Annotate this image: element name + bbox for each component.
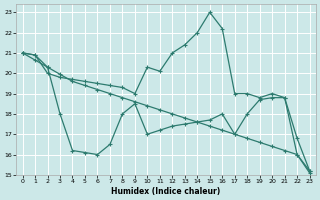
X-axis label: Humidex (Indice chaleur): Humidex (Indice chaleur) <box>111 187 221 196</box>
